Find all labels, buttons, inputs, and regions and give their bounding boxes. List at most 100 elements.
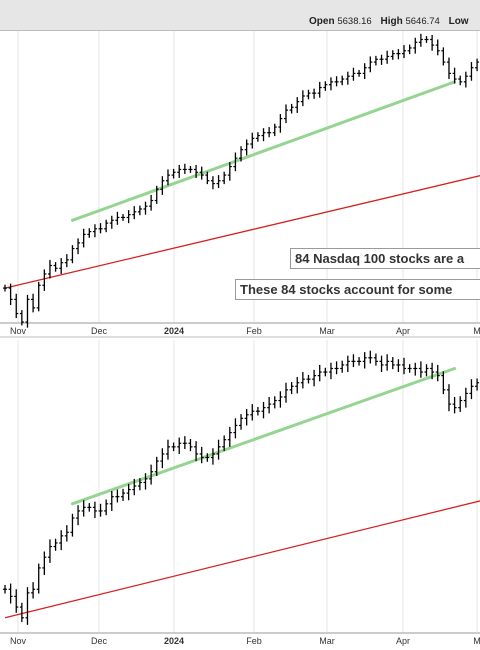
x-tick-label-1-4: Mar [319,636,335,646]
ohlc-bar-1-66 [373,353,378,366]
ohlc-bar-1-83 [469,379,474,400]
ohlc-bar-0-63 [357,69,362,77]
x-tick-label-0-5: Apr [396,326,410,336]
ohlc-bar-1-2 [14,589,19,613]
ohlc-bar-0-46 [261,128,266,142]
ohlc-bar-0-23 [132,206,137,220]
moving-average-line-0 [4,175,480,289]
ohlc-bar-1-44 [250,404,255,421]
ohlc-bar-1-5 [31,582,36,599]
ohlc-bar-0-65 [368,56,373,73]
x-tick-label-1-5: Apr [396,636,410,646]
ohlc-bar-0-35 [199,166,204,180]
ohlc-bar-0-13 [76,238,81,255]
ohlc-bar-0-24 [137,205,142,216]
ohlc-bar-0-36 [205,171,210,185]
ohlc-bar-1-18 [104,499,109,516]
ohlc-bar-0-28 [160,176,165,195]
ohlc-bar-0-79 [446,57,451,80]
ohlc-bar-1-40 [227,426,232,447]
high-label: High [380,16,403,27]
ohlc-bar-1-4 [25,587,30,625]
ohlc-bar-1-69 [390,357,395,370]
ohlc-bar-1-26 [149,464,154,485]
ohlc-bar-0-33 [188,166,193,173]
x-tick-label-0-3: Feb [246,326,262,336]
ohlc-bar-1-52 [295,377,300,394]
ohlc-bar-1-9 [53,538,58,551]
ohlc-bar-0-64 [362,63,367,80]
ohlc-bar-1-16 [92,501,97,519]
ohlc-bar-1-8 [47,539,52,563]
ohlc-bar-0-22 [126,210,131,224]
ohlc-bar-1-55 [312,369,317,387]
ohlc-bar-0-39 [222,171,227,185]
moving-average-line-1 [4,500,480,619]
ohlc-bar-1-50 [284,382,288,403]
ohlc-bar-1-21 [121,488,126,501]
low-label: Low [448,16,469,27]
ohlc-bar-1-76 [430,362,435,380]
ohlc-bar-1-63 [357,357,362,366]
ohlc-bar-0-3 [19,310,24,326]
ohlc-bar-1-34 [194,441,199,462]
ohlc-bar-1-24 [137,478,142,491]
ohlc-bar-1-80 [452,396,457,414]
ohlc-bar-0-4 [25,294,30,328]
ohlc-bar-0-16 [92,224,97,238]
ohlc-bar-1-6 [36,563,41,594]
ohlc-bar-0-11 [64,254,69,268]
ohlc-bar-1-59 [334,361,339,375]
ohlc-bar-0-57 [323,81,328,91]
ohlc-bar-1-70 [396,359,401,373]
ohlc-bar-0-45 [255,132,260,142]
ohlc-bar-0-76 [430,34,435,51]
ohlc-bar-0-1 [8,283,13,306]
ohlc-bar-0-12 [70,245,75,264]
ohlc-bar-0-38 [216,175,221,189]
ohlc-bar-0-31 [177,164,182,178]
ohlc-bar-0-17 [98,223,103,234]
x-tick-label-0-2: 2024 [164,326,184,336]
open-label: Open [309,16,335,27]
high-value: 5646.74 [405,16,440,27]
ohlc-bar-1-13 [76,505,81,526]
ohlc-bar-0-40 [227,162,232,181]
ohlc-bar-0-82 [463,71,468,88]
ohlc-bar-0-21 [121,214,126,221]
ohlc-bar-1-37 [210,448,215,465]
ohlc-bar-1-78 [441,371,446,395]
trend-line-1 [70,366,457,506]
ohlc-bar-1-48 [272,396,277,409]
ohlc-bar-0-47 [267,127,272,138]
ohlc-bar-1-54 [306,374,311,384]
ohlc-bar-1-41 [233,418,238,439]
ohlc-bar-0-48 [272,123,277,137]
ohlc-bar-0-34 [194,164,199,178]
ohlc-bar-1-0 [3,584,7,594]
ohlc-bar-0-73 [413,37,418,54]
ohlc-bar-0-41 [233,152,238,172]
ohlc-bar-0-15 [87,228,92,238]
ohlc-bar-1-61 [345,355,350,373]
annotation-stock-count: 84 Nasdaq 100 stocks are a [290,248,480,269]
x-tick-label-0-4: Mar [319,326,335,336]
ohlc-bar-0-68 [385,50,390,64]
ohlc-bar-0-49 [278,114,283,133]
ohlc-bar-0-66 [373,55,378,66]
ohlc-bar-1-47 [267,396,272,414]
x-tick-label-1-2: 2024 [164,636,184,646]
ohlc-bar-0-83 [469,62,474,81]
ohlc-bar-0-27 [154,185,159,204]
ohlc-bar-0-32 [182,163,187,174]
ohlc-bar-1-14 [81,500,86,517]
ohlc-bar-1-73 [413,362,418,376]
ohlc-bar-0-44 [250,132,255,149]
ohlc-bar-1-23 [132,478,137,496]
ohlc-bar-1-17 [98,503,103,517]
ohlc-bar-0-78 [441,47,446,66]
x-tick-label-1-3: Feb [246,636,262,646]
ohlc-bar-0-8 [47,259,52,279]
open-value: 5638.16 [337,16,372,27]
annotation-stock-weight: These 84 stocks account for some [235,279,480,300]
